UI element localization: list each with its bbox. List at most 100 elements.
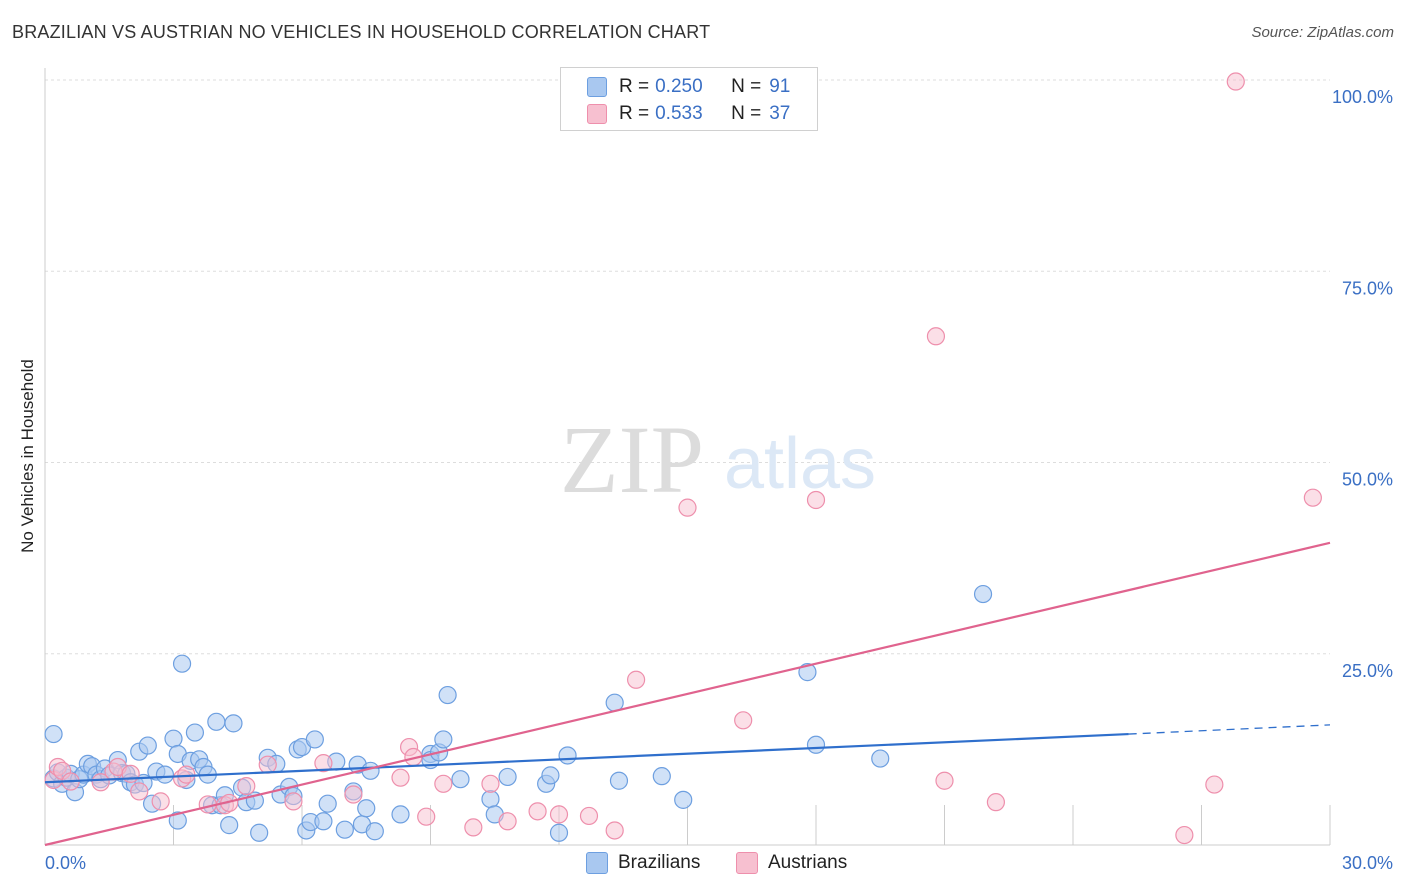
- brazilians-point: [335, 820, 354, 839]
- austrians-point: [605, 821, 624, 840]
- austrians-point: [1205, 775, 1224, 794]
- brazilians-points: [44, 584, 993, 842]
- austrians-point: [734, 711, 753, 730]
- watermark: ZIP atlas: [560, 406, 876, 513]
- austrians-point: [549, 805, 569, 824]
- austrians-point: [806, 490, 826, 510]
- brazilians-trend-line: [44, 732, 1129, 784]
- austrians-point: [579, 806, 599, 826]
- brazilians-point: [138, 736, 157, 755]
- y-tick-label: 75.0%: [1342, 278, 1393, 298]
- brazilians-swatch: [587, 77, 607, 97]
- brazilians-point: [357, 799, 376, 818]
- brazilians-point: [973, 584, 993, 604]
- legend-row-austrians: R = 0.533 N = 37: [587, 102, 790, 126]
- austrians-point: [91, 773, 110, 792]
- austrians-point: [130, 782, 149, 801]
- brazilians-point: [871, 749, 890, 768]
- n-label: N =: [731, 76, 762, 97]
- r-value: 0.250: [655, 76, 703, 97]
- y-tick-label: 50.0%: [1342, 470, 1393, 490]
- austrians-point: [626, 670, 646, 689]
- chart-title: BRAZILIAN VS AUSTRIAN NO VEHICLES IN HOU…: [12, 22, 711, 42]
- austrians-point: [417, 807, 436, 826]
- brazilians-point: [155, 765, 175, 784]
- source-label: Source: ZipAtlas.com: [1251, 24, 1394, 41]
- austrians-legend-swatch: [736, 852, 758, 874]
- y-axis-title: No Vehicles in Household: [18, 359, 37, 553]
- x-tick-label: 30.0%: [1342, 853, 1393, 873]
- y-tick-label: 100.0%: [1332, 87, 1393, 107]
- austrians-point: [986, 793, 1006, 812]
- brazilians-point: [305, 730, 324, 749]
- brazilians-legend-swatch: [586, 852, 608, 874]
- brazilians-point: [365, 822, 384, 841]
- austrians-point: [151, 792, 170, 811]
- brazilians-point: [164, 729, 183, 748]
- n-label: N =: [731, 103, 762, 124]
- brazilians-point: [541, 766, 560, 785]
- r-label: R =: [619, 103, 650, 124]
- austrians-point: [678, 498, 697, 517]
- series-legend: Brazilians Austrians: [0, 852, 1406, 876]
- brazilians-point: [250, 823, 269, 842]
- austrians-point: [481, 774, 500, 793]
- austrians-point: [926, 327, 946, 346]
- tick-labels: 25.0% 50.0% 75.0% 100.0% 0.0% 30.0%: [45, 87, 1393, 873]
- r-value: 0.533: [655, 103, 703, 124]
- austrians-points: [44, 72, 1322, 845]
- brazilians-legend-label: Brazilians: [618, 852, 701, 873]
- austrians-point: [434, 774, 453, 793]
- austrians-trend-line: [44, 541, 1331, 847]
- austrians-point: [464, 818, 483, 837]
- austrians-point: [284, 792, 303, 811]
- brazilians-point: [185, 723, 205, 742]
- r-label: R =: [619, 76, 650, 97]
- austrians-point: [1175, 825, 1194, 845]
- brazilians-point: [207, 712, 226, 731]
- brazilians-point: [44, 724, 63, 744]
- brazilians-point: [498, 767, 517, 787]
- brazilians-point: [220, 816, 239, 835]
- brazilians-point: [481, 789, 500, 809]
- watermark-atlas: atlas: [724, 424, 876, 504]
- austrians-point: [258, 755, 277, 774]
- brazilians-point: [314, 812, 333, 831]
- brazilians-point: [798, 663, 817, 682]
- austrians-point: [1303, 488, 1322, 507]
- y-tick-label: 25.0%: [1342, 661, 1393, 681]
- austrians-point: [935, 771, 954, 790]
- brazilians-point: [549, 823, 569, 842]
- brazilians-point: [438, 685, 457, 705]
- legend-row-brazilians: R = 0.250 N = 91: [587, 75, 790, 99]
- austrians-point: [237, 776, 256, 796]
- trend-lines: [44, 541, 1331, 847]
- legend-item-brazilians: Brazilians: [586, 852, 700, 874]
- austrians-point: [391, 768, 410, 787]
- brazilians-point: [168, 811, 187, 830]
- brazilians-point: [391, 805, 410, 824]
- brazilians-point: [172, 654, 192, 673]
- austrians-point: [1226, 72, 1245, 91]
- austrians-point: [498, 812, 517, 831]
- austrians-swatch: [587, 104, 607, 124]
- n-value: 37: [769, 103, 791, 124]
- austrians-point: [528, 802, 547, 821]
- watermark-zip: ZIP: [560, 406, 704, 513]
- austrians-point: [314, 754, 333, 773]
- brazilians-point: [674, 790, 693, 809]
- brazilians-trend-extension: [1128, 724, 1331, 735]
- brazilians-point: [558, 746, 577, 765]
- brazilians-point: [224, 714, 243, 733]
- brazilians-point: [806, 735, 826, 754]
- brazilians-point: [434, 730, 453, 749]
- legend-item-austrians: Austrians: [736, 852, 847, 874]
- n-value: 91: [769, 76, 791, 97]
- brazilians-point: [609, 771, 629, 790]
- x-tick-label: 0.0%: [45, 853, 86, 873]
- austrians-legend-label: Austrians: [768, 852, 848, 873]
- correlation-legend: R = 0.250 N = 91 R = 0.533 N = 37: [560, 67, 818, 131]
- brazilians-point: [652, 767, 671, 786]
- brazilians-point: [318, 794, 337, 813]
